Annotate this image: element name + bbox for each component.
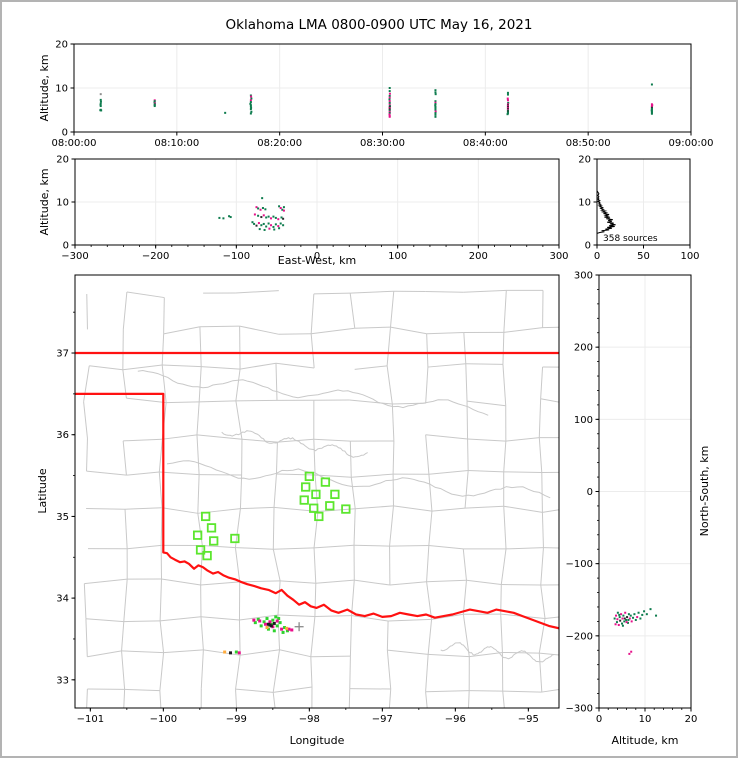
x-tick-label: 100 [388,251,407,262]
altitude-histogram-panel: 0 50 100 0 10 20 [578,155,699,263]
y-tick-label: 20 [578,155,591,166]
x-tick-label: −101 [77,714,104,725]
x-tick-label: 100 [680,251,699,262]
x-tick-label: −300 [61,251,88,262]
map-xlabel: Longitude [290,734,345,747]
axis-ticks: 0 50 100 0 10 20 [578,155,699,263]
source-points [99,83,654,118]
altitude-histogram-line [597,190,616,234]
y-tick-label: −200 [566,631,593,642]
river-lines [137,369,554,663]
x-tick-label: 0 [596,714,602,725]
y-tick-label: 300 [574,271,593,282]
plus-marker [294,622,304,632]
x-tick-label: −99 [226,714,247,725]
x-tick-label: 08:40:00 [463,138,508,149]
x-tick-label: 20 [685,714,698,725]
x-tick-label: 10 [639,714,652,725]
x-tick-label: 300 [549,251,568,262]
y-tick-label: −300 [566,704,593,715]
source-points [218,197,285,231]
x-tick-label: 0 [314,251,320,262]
y-tick-label: 20 [56,155,69,166]
x-tick-label: −95 [518,714,539,725]
map-panel: −101 −100 −99 −98 −97 −96 −95 33 34 35 36 37 [56,274,560,725]
y-tick-label: 0 [62,128,68,139]
y-tick-label: 35 [56,512,69,523]
time-height-panel: 08:00:00 08:10:00 08:20:00 08:30:00 08:40:00… [52,40,714,150]
gridlines [599,275,691,708]
map-ylabel: Latitude [36,468,49,514]
x-tick-label: 08:00:00 [52,138,97,149]
axis-ticks: −101 −100 −99 −98 −97 −96 −95 33 34 35 36 37 [56,311,539,725]
ns-height-panel: 0 10 20 300 200 100 0 −100 −200 −300 [566,271,698,726]
y-tick-label: 20 [55,40,68,51]
x-tick-label: 08:50:00 [566,138,611,149]
x-tick-label: −97 [372,714,393,725]
x-tick-label: 200 [469,251,488,262]
axis-ticks: 08:00:00 08:10:00 08:20:00 08:30:00 08:40:00… [52,40,714,150]
y-tick-label: 0 [63,241,69,252]
ns-height-xlabel: Altitude, km [611,734,678,747]
x-tick-label: −98 [299,714,320,725]
ew-height-panel: −300 −200 −100 0 100 200 300 0 10 20 [56,155,568,263]
x-tick-label: −100 [150,714,177,725]
ew-height-ylabel: Altitude, km [38,168,51,235]
county-boundaries [83,289,559,708]
ew-height-xlabel: East-West, km [278,254,356,267]
x-tick-label: 08:30:00 [360,138,405,149]
time-height-ylabel: Altitude, km [38,54,51,121]
y-tick-label: 100 [574,415,593,426]
x-tick-label: −200 [142,251,169,262]
y-tick-label: 36 [56,430,69,441]
source-count-annotation: 358 sources [603,234,658,244]
x-tick-label: −96 [445,714,466,725]
axis-ticks: −300 −200 −100 0 100 200 300 0 10 20 [56,155,568,263]
y-tick-label: 200 [574,343,593,354]
x-tick-label: 09:00:00 [669,138,714,149]
ns-height-ylabel: North-South, km [698,446,711,537]
x-tick-label: 08:10:00 [154,138,199,149]
source-points [613,608,658,655]
gridlines [597,159,690,245]
y-tick-label: −100 [566,559,593,570]
y-tick-label: 0 [587,487,593,498]
axis-ticks: 0 10 20 300 200 100 0 −100 −200 −300 [566,271,698,726]
y-tick-label: 10 [55,84,68,95]
oklahoma-state-border [75,351,559,630]
x-tick-label: 50 [637,251,650,262]
figure-title: Oklahoma LMA 0800-0900 UTC May 16, 2021 [226,17,533,33]
panel-frame [74,274,560,709]
gridlines [75,159,559,245]
gridlines [74,44,691,132]
y-tick-label: 37 [56,349,69,360]
y-tick-label: 10 [56,198,69,209]
lma-station-markers [192,471,351,561]
y-tick-label: 34 [56,594,69,605]
x-tick-label: 0 [594,251,600,262]
y-tick-label: 0 [585,241,591,252]
x-tick-label: 08:20:00 [257,138,302,149]
map-content [75,289,559,708]
y-tick-label: 10 [578,198,591,209]
y-tick-label: 33 [56,675,69,686]
map-source-points [223,615,294,655]
x-tick-label: −100 [223,251,250,262]
